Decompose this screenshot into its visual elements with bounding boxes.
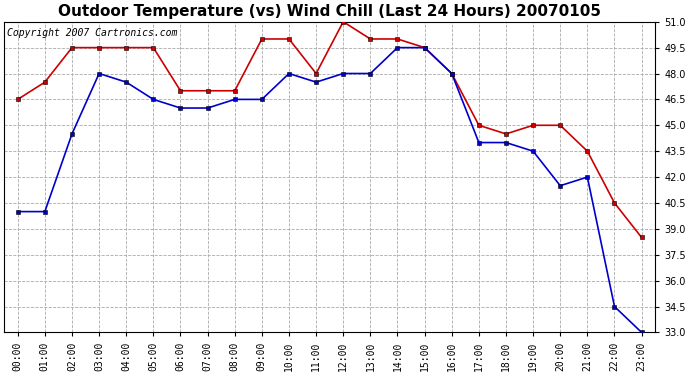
Title: Outdoor Temperature (vs) Wind Chill (Last 24 Hours) 20070105: Outdoor Temperature (vs) Wind Chill (Las…: [58, 4, 601, 19]
Text: Copyright 2007 Cartronics.com: Copyright 2007 Cartronics.com: [8, 28, 178, 38]
